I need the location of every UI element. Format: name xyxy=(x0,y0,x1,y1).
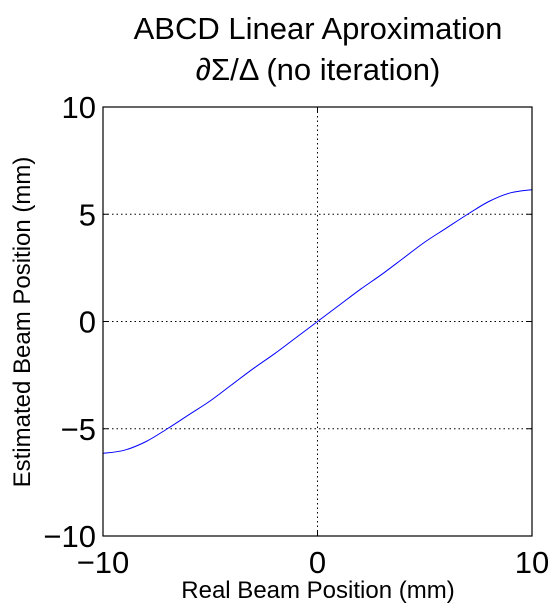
series-layer xyxy=(102,189,533,454)
chart-subtitle: ∂Σ/Δ (no iteration) xyxy=(196,52,441,87)
y-tick-label: −10 xyxy=(43,519,96,554)
x-axis-label: Real Beam Position (mm) xyxy=(181,577,454,604)
tick-labels: −10 0 10 −10 −5 0 5 10 xyxy=(43,90,549,580)
y-tick-label: 5 xyxy=(79,197,96,232)
y-tick-label: 10 xyxy=(62,90,96,125)
x-tick-label: 0 xyxy=(309,545,326,580)
y-tick-label: −5 xyxy=(61,412,96,447)
y-tick-label: 0 xyxy=(79,305,96,340)
chart-title: ABCD Linear Aproximation xyxy=(134,11,503,46)
tick-marks xyxy=(102,106,533,537)
y-axis-label: Estimated Beam Position (mm) xyxy=(9,157,36,488)
x-tick-label: 10 xyxy=(515,545,549,580)
series-line xyxy=(102,189,533,454)
x-tick-label: −10 xyxy=(77,545,130,580)
